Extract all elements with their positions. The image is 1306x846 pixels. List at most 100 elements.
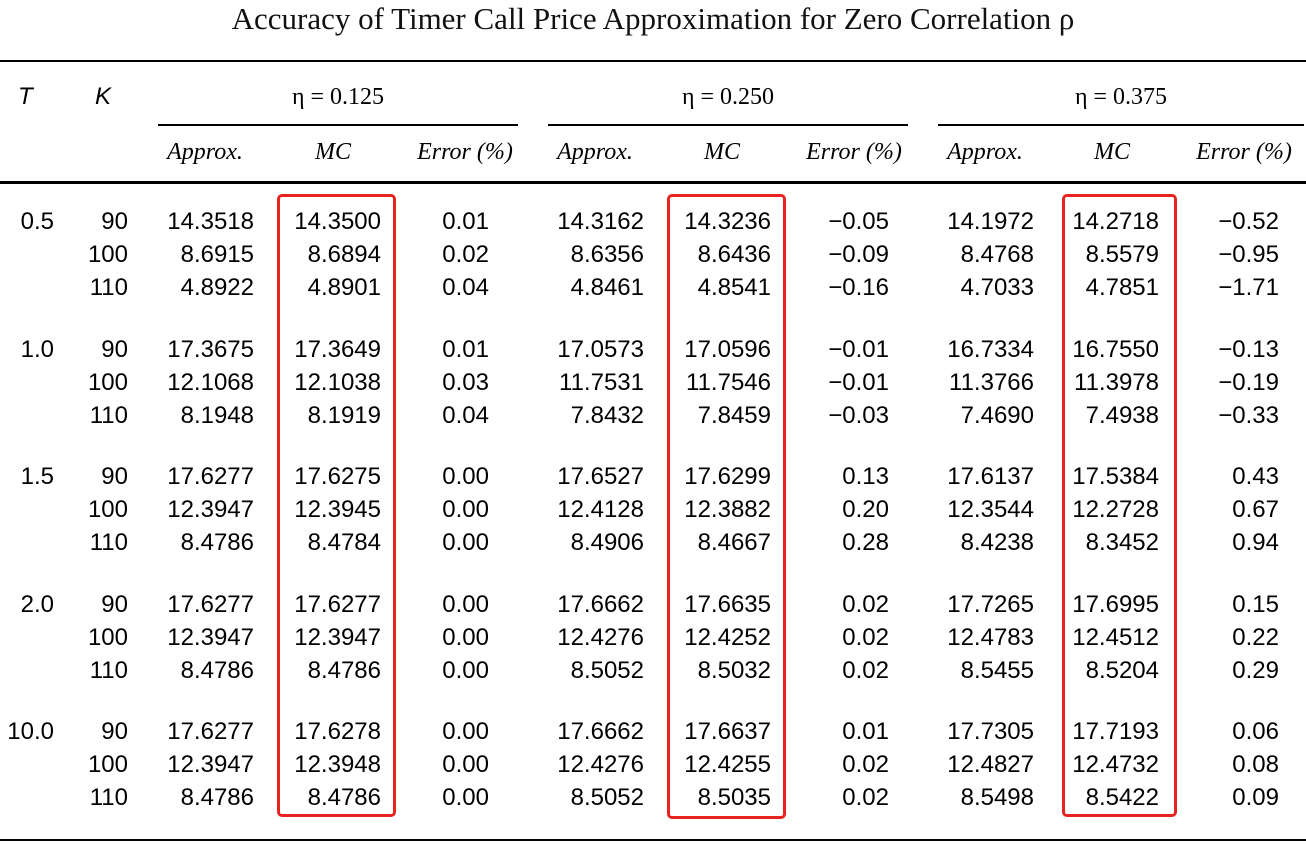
cell-error-eta0: 0.01 (442, 208, 489, 235)
cell-error-eta2: 0.67 (1232, 496, 1279, 523)
cell-approx-eta1: 8.4906 (570, 529, 644, 556)
cell-T: 1.0 (20, 336, 54, 363)
cell-mc-eta2: 8.5422 (1085, 784, 1159, 811)
cell-approx-eta1: 12.4128 (557, 496, 644, 523)
cell-K: 110 (89, 784, 128, 811)
cell-mc-eta2: 17.7193 (1072, 718, 1159, 745)
highlight-box-mc-2 (1062, 194, 1177, 817)
cell-mc-eta2: 8.5204 (1085, 657, 1159, 684)
eta-underline-2 (938, 124, 1304, 126)
cell-error-eta0: 0.00 (442, 718, 489, 745)
cell-approx-eta2: 4.7033 (960, 274, 1034, 301)
cell-mc-eta1: 8.5032 (697, 657, 771, 684)
cell-K: 90 (101, 336, 128, 363)
cell-error-eta1: −0.05 (828, 208, 889, 235)
cell-mc-eta0: 8.4786 (307, 657, 381, 684)
cell-error-eta1: 0.20 (842, 496, 889, 523)
cell-approx-eta1: 14.3162 (557, 208, 644, 235)
cell-T: 10.0 (7, 718, 54, 745)
header-rule (0, 181, 1306, 184)
cell-error-eta2: 0.08 (1232, 751, 1279, 778)
subheader-mc-2: MC (1094, 139, 1130, 165)
cell-error-eta0: 0.00 (442, 529, 489, 556)
cell-approx-eta1: 17.6662 (557, 591, 644, 618)
cell-mc-eta0: 17.6275 (294, 463, 381, 490)
cell-approx-eta2: 12.4783 (947, 624, 1034, 651)
bottom-rule (0, 839, 1306, 841)
cell-mc-eta0: 17.6278 (294, 718, 381, 745)
cell-mc-eta2: 7.4938 (1085, 402, 1159, 429)
cell-error-eta2: −0.33 (1218, 402, 1279, 429)
cell-K: 100 (87, 751, 128, 778)
cell-mc-eta1: 12.4255 (684, 751, 771, 778)
cell-approx-eta1: 11.7531 (559, 369, 644, 396)
cell-error-eta2: 0.09 (1232, 784, 1279, 811)
cell-mc-eta2: 14.2718 (1072, 208, 1159, 235)
cell-mc-eta1: 12.4252 (684, 624, 771, 651)
title-text: Accuracy of Timer Call Price Approximati… (231, 1, 1075, 36)
cell-K: 90 (101, 463, 128, 490)
header-eta-1: η = 0.250 (681, 84, 775, 110)
cell-mc-eta1: 8.6436 (697, 241, 771, 268)
cell-mc-eta0: 12.3947 (294, 624, 381, 651)
cell-error-eta2: −0.95 (1218, 241, 1279, 268)
cell-error-eta0: 0.00 (442, 624, 489, 651)
cell-mc-eta1: 17.6635 (684, 591, 771, 618)
cell-T: 1.5 (20, 463, 54, 490)
cell-K: 90 (101, 591, 128, 618)
cell-mc-eta1: 14.3236 (684, 208, 771, 235)
header-eta-2: η = 0.375 (1074, 84, 1168, 110)
cell-approx-eta1: 12.4276 (557, 751, 644, 778)
cell-mc-eta1: 17.0596 (684, 336, 771, 363)
cell-error-eta0: 0.00 (442, 657, 489, 684)
cell-error-eta1: −0.01 (828, 369, 889, 396)
cell-mc-eta1: 8.5035 (697, 784, 771, 811)
cell-mc-eta2: 16.7550 (1072, 336, 1159, 363)
cell-error-eta2: 0.15 (1232, 591, 1279, 618)
cell-approx-eta2: 17.7265 (947, 591, 1034, 618)
cell-error-eta2: 0.29 (1232, 657, 1279, 684)
cell-K: 90 (101, 718, 128, 745)
cell-approx-eta2: 12.4827 (947, 751, 1034, 778)
cell-error-eta2: −0.19 (1218, 369, 1279, 396)
cell-approx-eta2: 16.7334 (947, 336, 1034, 363)
cell-error-eta0: 0.04 (442, 274, 489, 301)
cell-approx-eta1: 7.8432 (570, 402, 644, 429)
cell-error-eta0: 0.00 (442, 784, 489, 811)
subheader-error-0: Error (%) (417, 139, 513, 165)
cell-K: 110 (89, 657, 128, 684)
cell-approx-eta2: 8.4238 (960, 529, 1034, 556)
cell-error-eta2: −1.71 (1218, 274, 1279, 301)
cell-mc-eta2: 8.3452 (1085, 529, 1159, 556)
subheader-approx-2: Approx. (947, 139, 1023, 165)
cell-approx-eta0: 12.1068 (167, 369, 254, 396)
cell-K: 110 (89, 274, 128, 301)
cell-approx-eta2: 14.1972 (947, 208, 1034, 235)
cell-mc-eta1: 4.8541 (697, 274, 771, 301)
cell-mc-eta2: 4.7851 (1085, 274, 1159, 301)
cell-mc-eta0: 17.6277 (294, 591, 381, 618)
cell-approx-eta1: 4.8461 (570, 274, 644, 301)
highlight-box-mc-1 (667, 194, 786, 819)
cell-approx-eta0: 12.3947 (167, 751, 254, 778)
cell-error-eta1: 0.02 (842, 591, 889, 618)
cell-approx-eta0: 8.4786 (180, 657, 254, 684)
cell-mc-eta0: 14.3500 (294, 208, 381, 235)
cell-error-eta2: 0.43 (1232, 463, 1279, 490)
cell-approx-eta0: 17.3675 (167, 336, 254, 363)
cell-mc-eta2: 12.2728 (1072, 496, 1159, 523)
cell-mc-eta0: 8.1919 (307, 402, 381, 429)
subheader-error-1: Error (%) (806, 139, 902, 165)
top-rule (0, 60, 1306, 62)
cell-approx-eta2: 17.6137 (947, 463, 1034, 490)
cell-approx-eta1: 8.6356 (570, 241, 644, 268)
cell-mc-eta0: 17.3649 (294, 336, 381, 363)
subheader-approx-1: Approx. (557, 139, 633, 165)
cell-approx-eta2: 12.3544 (947, 496, 1034, 523)
cell-error-eta2: 0.94 (1232, 529, 1279, 556)
cell-approx-eta2: 17.7305 (947, 718, 1034, 745)
cell-mc-eta1: 7.8459 (697, 402, 771, 429)
cell-error-eta2: −0.52 (1218, 208, 1279, 235)
cell-error-eta1: 0.13 (842, 463, 889, 490)
